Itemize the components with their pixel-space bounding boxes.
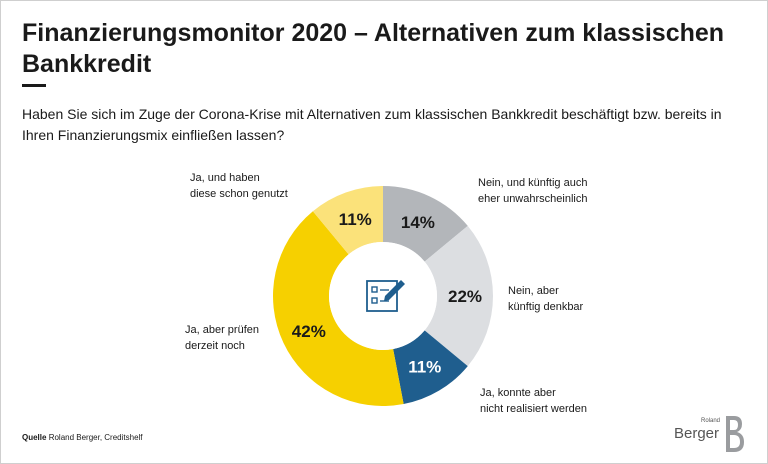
slice-nein-unwahrscheinlich: [383, 186, 468, 262]
slice-label-pruefen: Ja, aber prüfen derzeit noch: [185, 324, 259, 352]
slice-value-nein-unwahrscheinlich: 14%: [401, 213, 435, 232]
slice-value-nein-denkbar: 22%: [448, 287, 482, 306]
slice-value-pruefen: 42%: [292, 322, 326, 341]
slice-genutzt: [312, 186, 383, 255]
title-underline: [22, 84, 46, 87]
slice-nicht-realisiert: [393, 330, 468, 405]
survey-question: Haben Sie sich im Zuge der Corona-Krise …: [22, 106, 722, 143]
slice-label-nicht-realisiert: Ja, konnte aber nicht realisiert werden: [480, 387, 587, 415]
source-note: Quelle Roland Berger, Creditshelf: [22, 433, 143, 442]
slice-value-genutzt: 11%: [339, 210, 372, 229]
slice-nein-denkbar: [424, 225, 493, 367]
slice-label-genutzt: Ja, und haben diese schon genutzt: [190, 172, 288, 200]
slice-value-nicht-realisiert: 11%: [408, 358, 441, 377]
slice-label-nein-denkbar: Nein, aber künftig denkbar: [508, 285, 584, 313]
roland-berger-logo: Roland Berger: [674, 414, 746, 454]
chart-title: Finanzierungsmonitor 2020 – Alternativen…: [22, 19, 725, 78]
checklist-pencil-icon: [329, 242, 437, 350]
slice-label-nein-unwahrscheinlich: Nein, und künftig auch eher unwahrschein…: [478, 177, 588, 205]
slice-pruefen: [273, 211, 404, 406]
